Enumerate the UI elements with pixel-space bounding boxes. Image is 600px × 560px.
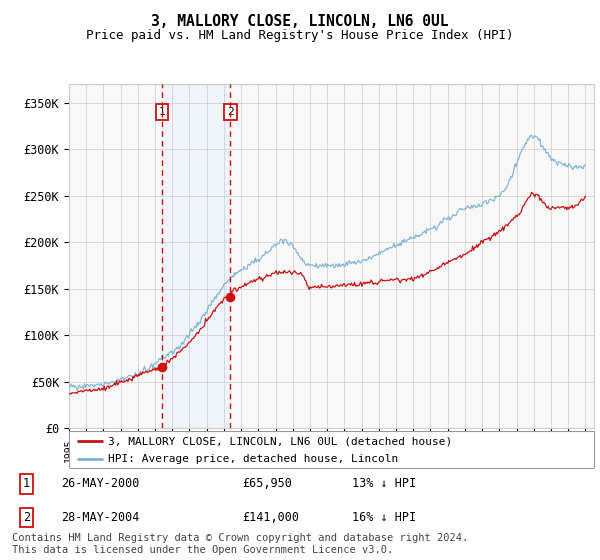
Text: 2: 2 — [227, 107, 234, 117]
Bar — [162, 84, 230, 428]
Text: 3, MALLORY CLOSE, LINCOLN, LN6 0UL (detached house): 3, MALLORY CLOSE, LINCOLN, LN6 0UL (deta… — [109, 436, 452, 446]
Text: 16% ↓ HPI: 16% ↓ HPI — [352, 511, 416, 524]
Text: 28-MAY-2004: 28-MAY-2004 — [61, 511, 139, 524]
Text: 2: 2 — [23, 511, 30, 524]
Text: Contains HM Land Registry data © Crown copyright and database right 2024.
This d: Contains HM Land Registry data © Crown c… — [12, 533, 468, 555]
Text: £65,950: £65,950 — [242, 478, 292, 491]
Text: 26-MAY-2000: 26-MAY-2000 — [61, 478, 139, 491]
Text: Price paid vs. HM Land Registry's House Price Index (HPI): Price paid vs. HM Land Registry's House … — [86, 29, 514, 42]
Text: £141,000: £141,000 — [242, 511, 299, 524]
Text: HPI: Average price, detached house, Lincoln: HPI: Average price, detached house, Linc… — [109, 454, 398, 464]
FancyBboxPatch shape — [69, 431, 594, 468]
Text: 13% ↓ HPI: 13% ↓ HPI — [352, 478, 416, 491]
Text: 1: 1 — [23, 478, 30, 491]
Text: 1: 1 — [158, 107, 166, 117]
Text: 3, MALLORY CLOSE, LINCOLN, LN6 0UL: 3, MALLORY CLOSE, LINCOLN, LN6 0UL — [151, 14, 449, 29]
